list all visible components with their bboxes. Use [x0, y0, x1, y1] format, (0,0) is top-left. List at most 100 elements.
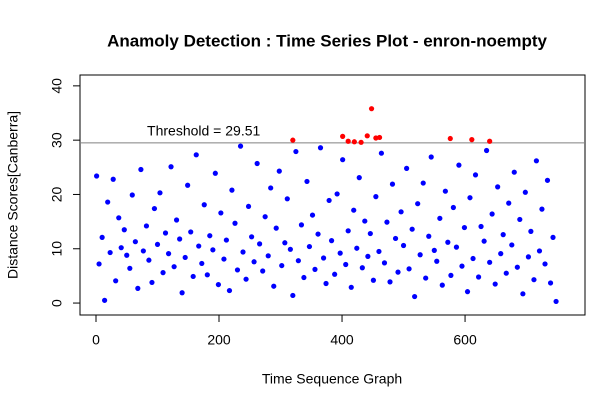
- point: [177, 236, 183, 242]
- point: [226, 287, 233, 294]
- point: [282, 240, 288, 246]
- point: [437, 215, 443, 221]
- point: [99, 234, 105, 240]
- point: [273, 225, 279, 231]
- point: [279, 262, 285, 269]
- point: [483, 147, 490, 154]
- x-tick-label: 0: [92, 332, 100, 348]
- point: [110, 176, 116, 182]
- point: [358, 139, 364, 145]
- x-tick-label: 400: [330, 332, 354, 348]
- point: [290, 292, 296, 299]
- point: [165, 251, 172, 257]
- point: [431, 247, 437, 253]
- point: [492, 281, 498, 287]
- point: [503, 270, 509, 276]
- point: [116, 215, 122, 221]
- x-tick-label: 600: [453, 332, 477, 348]
- point: [412, 293, 418, 300]
- point: [487, 259, 493, 265]
- point: [105, 199, 111, 205]
- point: [517, 216, 523, 223]
- point: [356, 175, 362, 181]
- point: [332, 271, 338, 277]
- point: [196, 243, 202, 249]
- point: [464, 289, 471, 295]
- point: [140, 248, 146, 254]
- point: [525, 254, 532, 260]
- point: [373, 194, 379, 200]
- point: [317, 145, 324, 151]
- point: [453, 244, 460, 250]
- point: [96, 261, 102, 267]
- point: [400, 242, 407, 249]
- point: [442, 188, 448, 194]
- point: [334, 191, 340, 197]
- point: [210, 247, 216, 253]
- point: [475, 274, 482, 280]
- point: [340, 133, 346, 139]
- point: [315, 231, 321, 237]
- point: [127, 265, 133, 271]
- y-tick-label: 10: [49, 241, 65, 257]
- point: [171, 264, 177, 270]
- point: [348, 284, 354, 290]
- point: [179, 290, 185, 296]
- point: [190, 273, 196, 280]
- point: [107, 249, 113, 256]
- point: [218, 210, 224, 216]
- point: [351, 139, 357, 145]
- point: [404, 165, 410, 171]
- point: [326, 197, 332, 204]
- point: [240, 249, 246, 255]
- point: [520, 291, 526, 297]
- point: [447, 135, 453, 142]
- point: [531, 277, 537, 283]
- plot-box: [79, 74, 586, 316]
- y-tick-label: 20: [49, 186, 65, 202]
- point: [245, 203, 252, 210]
- point: [182, 254, 188, 261]
- point: [129, 192, 135, 198]
- point: [423, 275, 429, 281]
- point: [456, 162, 462, 168]
- point: [260, 268, 266, 274]
- point: [364, 133, 370, 139]
- point: [215, 281, 221, 288]
- point: [257, 241, 263, 247]
- point: [323, 280, 329, 287]
- point: [124, 252, 130, 258]
- point: [265, 253, 271, 259]
- point: [309, 212, 316, 218]
- point: [345, 228, 351, 234]
- point: [528, 228, 534, 234]
- point: [243, 276, 249, 282]
- point: [207, 233, 213, 239]
- point: [328, 238, 335, 244]
- point: [135, 285, 141, 291]
- point: [284, 196, 290, 202]
- point: [542, 261, 548, 267]
- point: [469, 137, 475, 143]
- point: [301, 274, 307, 281]
- point: [237, 143, 244, 149]
- chart-title: Anamoly Detection : Time Series Plot - e…: [107, 31, 547, 50]
- point: [495, 184, 501, 190]
- point: [487, 138, 493, 144]
- point: [448, 272, 454, 278]
- point: [229, 187, 235, 193]
- point: [251, 259, 257, 265]
- point: [378, 150, 385, 156]
- point: [365, 253, 371, 259]
- point: [553, 298, 559, 305]
- point: [376, 248, 382, 255]
- point: [376, 134, 383, 141]
- point: [367, 230, 373, 237]
- x-tick-label: 200: [207, 332, 231, 348]
- point: [381, 260, 388, 266]
- point: [212, 170, 218, 176]
- point: [168, 164, 174, 170]
- threshold-label: Threshold = 29.51: [147, 123, 260, 139]
- point: [157, 190, 163, 196]
